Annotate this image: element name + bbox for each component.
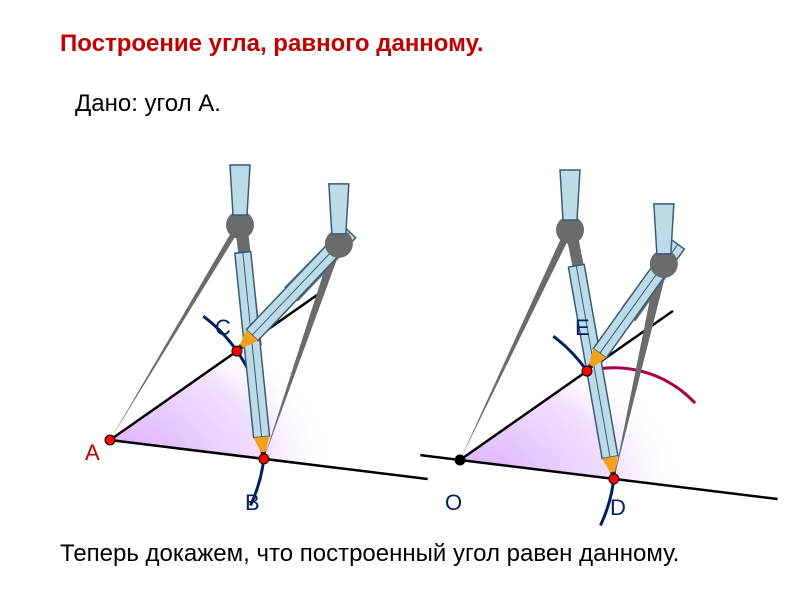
ray-back — [420, 455, 460, 460]
given-text: Дано: угол А. — [75, 90, 221, 118]
point-label-d: D — [610, 495, 626, 521]
footer-text: Теперь докажем, что построенный угол рав… — [60, 540, 679, 568]
point-marker — [582, 366, 592, 376]
point-marker — [232, 346, 242, 356]
point-label-a: A — [85, 440, 100, 466]
point-label-c: C — [215, 315, 231, 341]
page-title: Построение угла, равного данному. — [60, 30, 484, 58]
point-marker — [455, 455, 465, 465]
point-marker — [609, 474, 619, 484]
point-label-o: O — [445, 490, 462, 516]
compass-handle — [654, 204, 674, 254]
point-marker — [105, 435, 115, 445]
point-label-e: E — [575, 315, 590, 341]
compass-handle — [560, 170, 580, 220]
compass-handle — [230, 165, 250, 215]
point-marker — [259, 454, 269, 464]
compass-handle — [329, 184, 349, 234]
point-label-b: B — [245, 490, 260, 516]
